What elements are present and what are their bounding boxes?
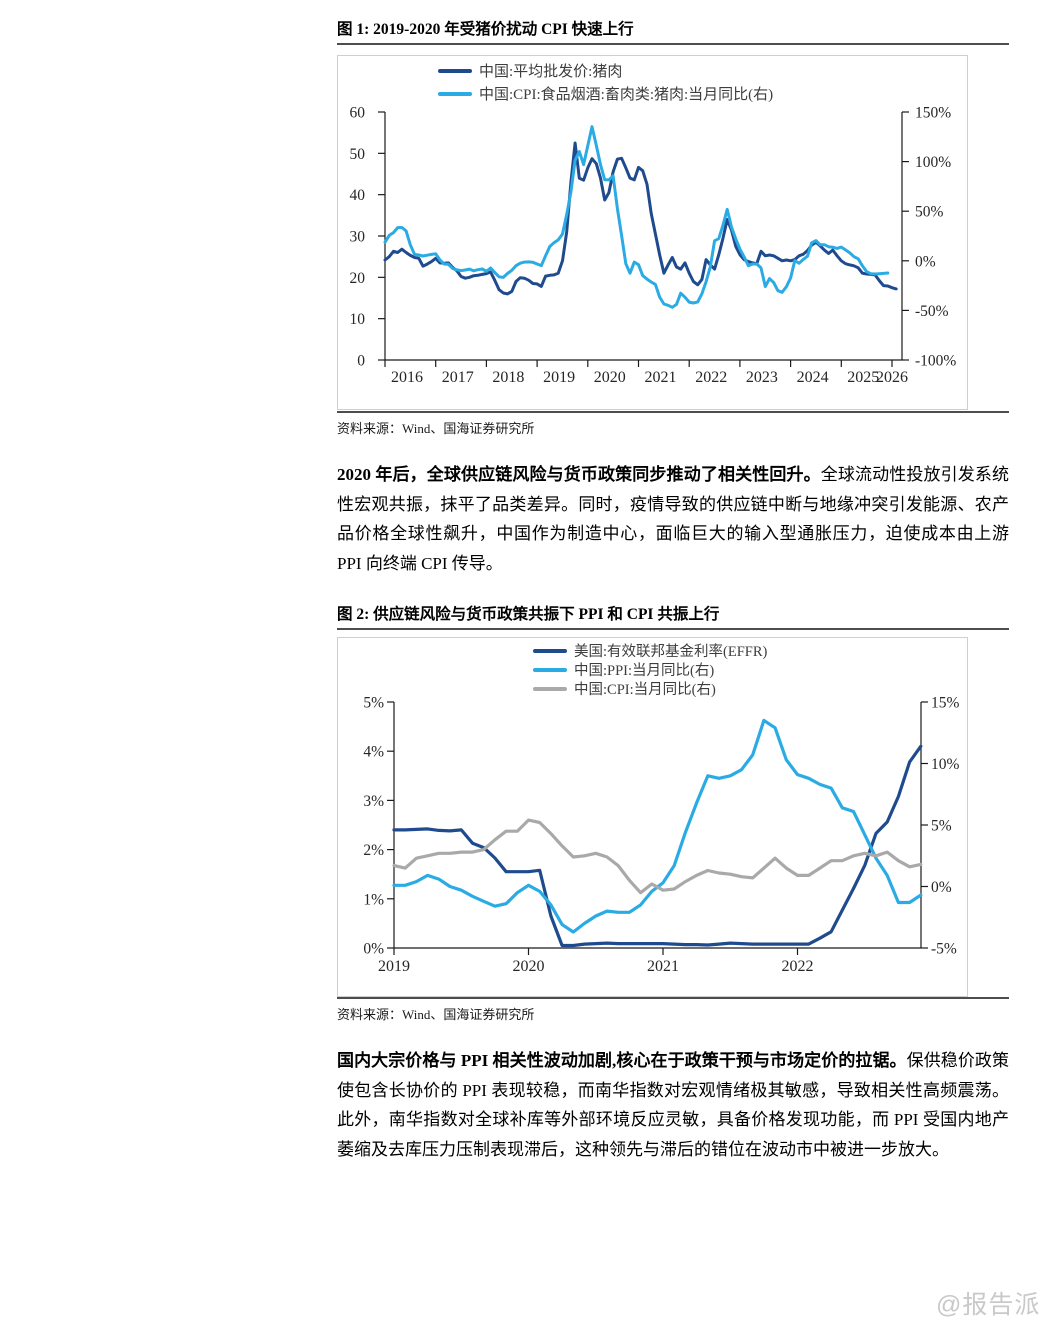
legend-label: 中国:平均批发价:猪肉 xyxy=(479,64,623,80)
svg-text:1%: 1% xyxy=(363,891,384,908)
figure2-title: 图 2: 供应链风险与货币政策共振下 PPI 和 CPI 共振上行 xyxy=(337,606,720,623)
watermark: @报告派 xyxy=(936,1291,1041,1319)
figure2-chart: 0% 1% 2% 3% 4% 5% -5% 0% 5% 10% 15% 2019 2020 2021 202… xyxy=(363,695,960,976)
svg-text:0%: 0% xyxy=(915,253,936,270)
figure1-title-rule xyxy=(337,43,1009,45)
svg-text:2020: 2020 xyxy=(513,958,545,975)
svg-text:2%: 2% xyxy=(363,842,384,859)
svg-text:2017: 2017 xyxy=(442,369,474,386)
svg-text:4%: 4% xyxy=(363,744,384,761)
figure2-chart-pane: 美国:有效联邦基金利率(EFFR) 中国:PPI:当月同比(右) 中国:CPI:… xyxy=(337,637,968,997)
figure1-legend: 中国:平均批发价:猪肉 中国:CPI:食品烟酒:畜肉类:猪肉:当月同比(右) xyxy=(438,62,774,103)
paragraph-1-lead: 2020 年后，全球供应链风险与货币政策同步推动了相关性回升。 xyxy=(337,465,821,484)
svg-text:2016: 2016 xyxy=(391,369,423,386)
svg-text:15%: 15% xyxy=(931,695,960,712)
svg-text:40: 40 xyxy=(350,187,366,204)
legend-label: 中国:CPI:食品烟酒:畜肉类:猪肉:当月同比(右) xyxy=(479,87,774,103)
figure2-source-rule xyxy=(337,997,1009,999)
figure1-chart: 0 10 20 30 40 50 60 -100% -50% 0% 50% 100% 150% 2016 2… xyxy=(350,105,957,387)
svg-text:150%: 150% xyxy=(915,105,951,122)
legend-swatch xyxy=(533,648,567,653)
svg-text:2018: 2018 xyxy=(492,369,524,386)
svg-text:3%: 3% xyxy=(363,793,384,810)
legend-swatch xyxy=(533,686,567,691)
svg-text:2026: 2026 xyxy=(876,369,908,386)
svg-text:0: 0 xyxy=(357,353,365,370)
svg-text:2021: 2021 xyxy=(647,958,679,975)
svg-text:-100%: -100% xyxy=(915,353,956,370)
svg-text:30: 30 xyxy=(350,229,366,246)
figure1-title: 图 1: 2019-2020 年受猪价扰动 CPI 快速上行 xyxy=(337,21,634,38)
svg-text:0%: 0% xyxy=(931,879,952,896)
svg-text:2023: 2023 xyxy=(746,369,778,386)
legend-label: 中国:CPI:当月同比(右) xyxy=(574,682,716,698)
svg-text:100%: 100% xyxy=(915,154,951,171)
paragraph-2-lead: 国内大宗价格与 PPI 相关性波动加剧,核心在于政策干预与市场定价的拉锯。 xyxy=(337,1051,907,1070)
paragraph-1: 2020 年后，全球供应链风险与货币政策同步推动了相关性回升。全球流动性投放引发… xyxy=(337,460,1009,578)
figure2-title-rule xyxy=(337,628,1009,630)
svg-text:10: 10 xyxy=(350,311,366,328)
legend-swatch xyxy=(438,91,472,96)
figure1-source: 资料来源：Wind、国海证券研究所 xyxy=(337,421,535,436)
svg-text:2024: 2024 xyxy=(797,369,829,386)
legend-label: 美国:有效联邦基金利率(EFFR) xyxy=(574,644,768,660)
figure2-source: 资料来源：Wind、国海证券研究所 xyxy=(337,1007,535,1022)
svg-text:2020: 2020 xyxy=(594,369,626,386)
svg-text:2022: 2022 xyxy=(695,369,727,386)
legend-item: 中国:平均批发价:猪肉 xyxy=(438,62,773,80)
svg-text:50: 50 xyxy=(350,146,366,163)
svg-text:50%: 50% xyxy=(915,204,944,221)
legend-item: 美国:有效联邦基金利率(EFFR) xyxy=(533,642,768,660)
svg-text:2022: 2022 xyxy=(782,958,814,975)
paragraph-1-body: 全球流动性投放引发系统性宏观共振，抹平了品类差异。同时，疫情导致的供应链中断与地… xyxy=(337,465,1010,573)
svg-text:60: 60 xyxy=(350,105,366,122)
figure2-legend: 美国:有效联邦基金利率(EFFR) 中国:PPI:当月同比(右) 中国:CPI:… xyxy=(533,642,768,698)
svg-text:2021: 2021 xyxy=(645,369,677,386)
svg-text:2019: 2019 xyxy=(543,369,575,386)
legend-item: 中国:PPI:当月同比(右) xyxy=(533,661,767,679)
legend-swatch xyxy=(533,667,567,672)
legend-swatch xyxy=(438,68,472,73)
paragraph-2-body: 保供稳价政策使包含长协价的 PPI 表现较稳，而南华指数对宏观情绪极其敏感，导致… xyxy=(337,1051,1010,1159)
svg-text:10%: 10% xyxy=(931,756,960,773)
paragraph-2: 国内大宗价格与 PPI 相关性波动加剧,核心在于政策干预与市场定价的拉锯。保供稳… xyxy=(337,1046,1009,1164)
svg-text:-5%: -5% xyxy=(931,941,957,958)
svg-text:-50%: -50% xyxy=(915,303,949,320)
legend-label: 中国:PPI:当月同比(右) xyxy=(574,663,715,679)
svg-text:20: 20 xyxy=(350,270,366,287)
svg-text:5%: 5% xyxy=(363,695,384,712)
svg-text:2019: 2019 xyxy=(378,958,410,975)
figure1-chart-pane: 中国:平均批发价:猪肉 中国:CPI:食品烟酒:畜肉类:猪肉:当月同比(右) 0… xyxy=(337,55,968,410)
svg-text:0%: 0% xyxy=(363,941,384,958)
legend-item: 中国:CPI:食品烟酒:畜肉类:猪肉:当月同比(右) xyxy=(438,85,774,103)
svg-text:2025: 2025 xyxy=(847,369,879,386)
legend-item: 中国:CPI:当月同比(右) xyxy=(533,680,767,698)
figure1-source-rule xyxy=(337,411,1009,413)
svg-text:5%: 5% xyxy=(931,818,952,835)
